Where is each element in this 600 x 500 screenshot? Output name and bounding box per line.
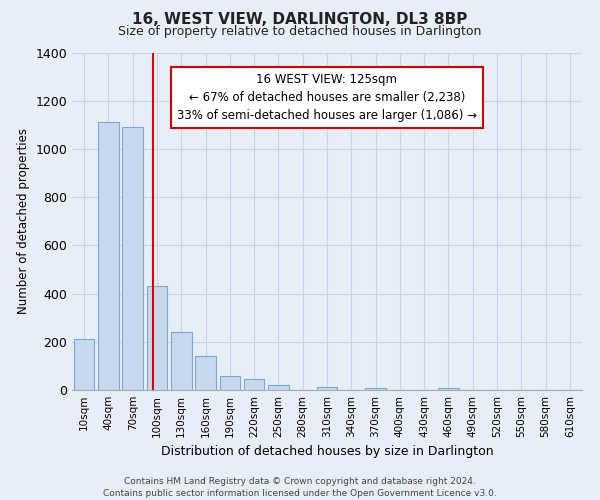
Bar [171,332,191,390]
X-axis label: Distribution of detached houses by size in Darlington: Distribution of detached houses by size … [161,445,493,458]
Bar [244,379,265,390]
Text: 16, WEST VIEW, DARLINGTON, DL3 8BP: 16, WEST VIEW, DARLINGTON, DL3 8BP [133,12,467,28]
Bar [146,286,167,390]
Bar [220,376,240,390]
Bar [438,388,459,390]
Bar [122,127,143,390]
Bar [317,387,337,390]
Bar [365,388,386,390]
Bar [195,356,216,390]
Bar [268,385,289,390]
Text: Contains HM Land Registry data © Crown copyright and database right 2024.
Contai: Contains HM Land Registry data © Crown c… [103,476,497,498]
Y-axis label: Number of detached properties: Number of detached properties [17,128,30,314]
Bar [74,340,94,390]
Text: Size of property relative to detached houses in Darlington: Size of property relative to detached ho… [118,25,482,38]
Bar [98,122,119,390]
Text: 16 WEST VIEW: 125sqm
← 67% of detached houses are smaller (2,238)
33% of semi-de: 16 WEST VIEW: 125sqm ← 67% of detached h… [177,72,477,122]
